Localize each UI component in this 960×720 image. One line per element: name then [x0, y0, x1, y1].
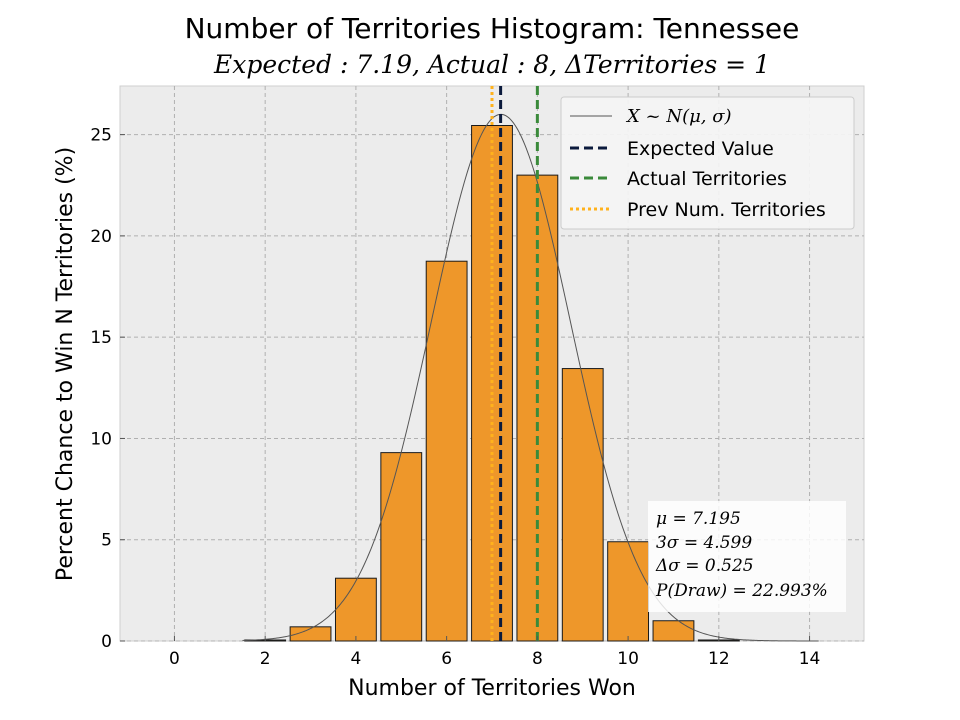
x-tick-label: 10: [617, 649, 639, 669]
chart-title: Number of Territories Histogram: Tenness…: [185, 12, 800, 45]
stats-three-sigma: 3σ = 4.599: [656, 533, 752, 553]
legend-label-actual: Actual Territories: [627, 168, 787, 190]
histogram-bar: [561, 368, 604, 642]
x-axis-label: Number of Territories Won: [348, 676, 636, 701]
stats-box-background: [648, 501, 846, 612]
normal-curve-line: [242, 113, 819, 642]
y-tick-label: 5: [101, 531, 112, 551]
stats-p-draw: P(Draw) = 22.993%: [655, 581, 828, 601]
stats-delta-sigma: Δσ = 0.525: [655, 556, 754, 576]
stats-box: μ = 7.195 3σ = 4.599 Δσ = 0.525 P(Draw) …: [648, 501, 846, 612]
x-tick-label: 12: [708, 649, 730, 669]
x-tick-label: 0: [169, 649, 180, 669]
legend-box: [560, 96, 855, 230]
y-tick-label: 20: [90, 227, 112, 247]
legend-label-normal: X ~ N(μ, σ): [625, 106, 732, 127]
x-tick-label: 8: [532, 649, 543, 669]
y-tick-label: 25: [90, 126, 112, 146]
legend-label-prev: Prev Num. Territories: [627, 199, 826, 221]
x-tick-label: 4: [350, 649, 361, 669]
x-tick-label: 2: [260, 649, 271, 669]
legend-label-expected: Expected Value: [627, 138, 774, 160]
normal-curve: [242, 113, 819, 642]
stats-mu: μ = 7.195: [656, 509, 741, 529]
chart-subtitle: Expected : 7.19, Actual : 8, ΔTerritorie…: [213, 50, 770, 79]
reference-lines: [490, 86, 539, 641]
y-tick-label: 0: [101, 632, 112, 652]
histogram-bar: [425, 260, 468, 642]
x-tick-label: 6: [441, 649, 452, 669]
histogram-bar: [380, 452, 423, 642]
x-tick-label: 14: [799, 649, 821, 669]
y-tick-label: 15: [90, 328, 112, 348]
x-ticks: 0 2 4 6 8 10 12 14: [169, 636, 820, 669]
histogram-bar: [607, 541, 650, 642]
histogram-bar: [334, 577, 377, 642]
histogram-bar: [652, 620, 695, 642]
legend: X ~ N(μ, σ) Expected Value Actual Territ…: [560, 96, 855, 230]
histogram-bar: [289, 626, 332, 642]
bars: [244, 124, 740, 642]
y-ticks: 0 5 10 15 20 25: [90, 126, 125, 652]
y-tick-label: 10: [90, 429, 112, 449]
y-axis-label: Percent Chance to Win N Territories (%): [53, 147, 78, 581]
